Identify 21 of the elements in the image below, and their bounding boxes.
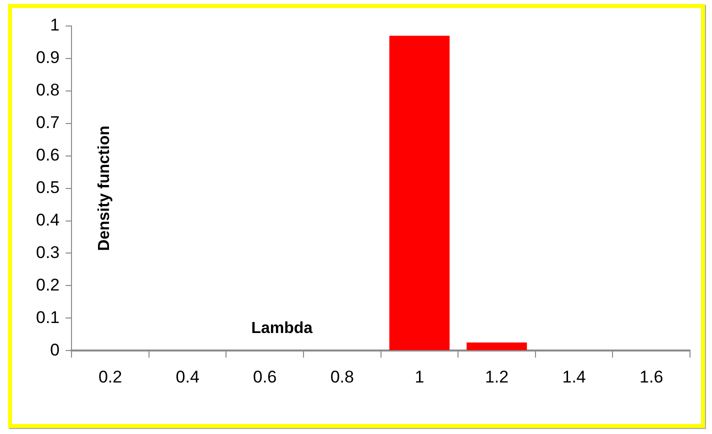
y-tick-label: 0.9 <box>36 48 60 68</box>
x-tick-label: 1.4 <box>562 367 586 386</box>
x-tick-label: 1 <box>414 367 424 386</box>
x-tick-label: 0.8 <box>330 367 354 386</box>
x-tick-label: 0.4 <box>176 367 200 386</box>
y-tick-label: 0.4 <box>36 210 60 230</box>
y-tick-label: 0.3 <box>36 242 60 262</box>
y-tick-label: 0.5 <box>36 178 60 197</box>
y-axis-title: Density function <box>96 126 114 251</box>
y-tick-label: 0.7 <box>36 113 60 132</box>
x-tick-label: 1.2 <box>484 367 509 386</box>
x-axis-title: Lambda <box>251 320 313 338</box>
y-tick-label: 0.8 <box>36 80 60 100</box>
y-tick-label: 0.2 <box>36 275 60 294</box>
x-tick-label: 0.6 <box>253 367 277 386</box>
x-tick-label: 0.2 <box>98 367 122 386</box>
y-tick-label: 0.6 <box>36 146 60 165</box>
x-tick-label: 1.6 <box>640 367 664 386</box>
y-tick-label: 1 <box>50 16 60 35</box>
y-tick-label: 0.1 <box>36 308 60 327</box>
y-tick-label: 0 <box>50 340 60 360</box>
